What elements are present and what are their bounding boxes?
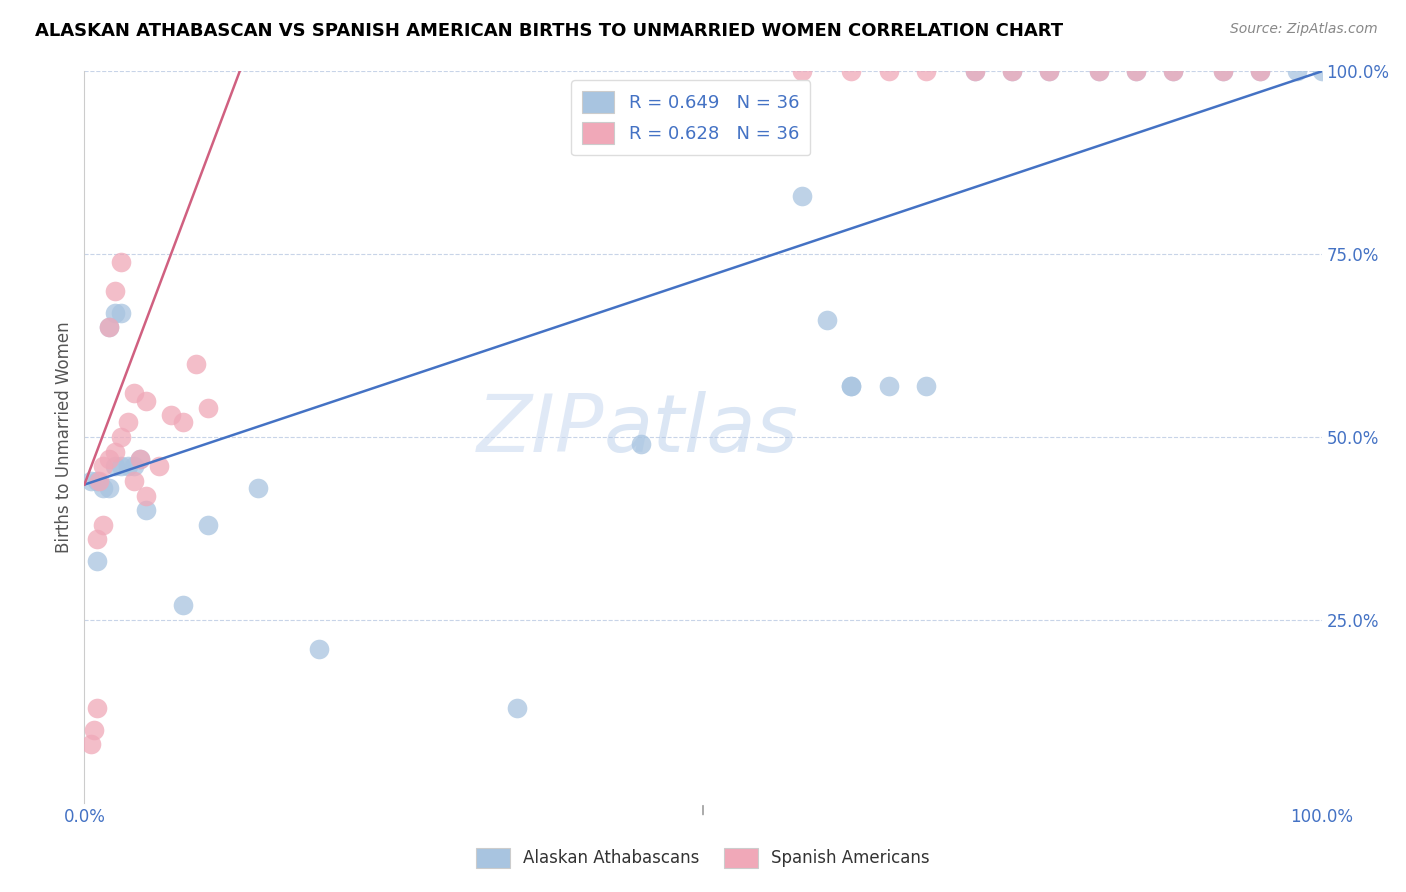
Point	[965, 64, 987, 78]
Point	[1285, 64, 1308, 78]
Point	[246, 481, 269, 495]
Point	[1212, 64, 1234, 78]
Point	[110, 254, 132, 268]
Point	[790, 188, 813, 202]
Point	[1249, 64, 1271, 78]
Text: atlas: atlas	[605, 391, 799, 469]
Point	[110, 430, 132, 444]
Point	[98, 452, 121, 467]
Point	[1212, 64, 1234, 78]
Point	[91, 517, 114, 532]
Point	[160, 408, 183, 422]
Text: ZIP: ZIP	[477, 391, 605, 469]
Y-axis label: Births to Unmarried Women: Births to Unmarried Women	[55, 321, 73, 553]
Legend: R = 0.649   N = 36, R = 0.628   N = 36: R = 0.649 N = 36, R = 0.628 N = 36	[571, 80, 810, 155]
Point	[86, 533, 108, 547]
Point	[914, 379, 936, 393]
Point	[1038, 64, 1060, 78]
Text: Source: ZipAtlas.com: Source: ZipAtlas.com	[1230, 22, 1378, 37]
Text: ALASKAN ATHABASCAN VS SPANISH AMERICAN BIRTHS TO UNMARRIED WOMEN CORRELATION CHA: ALASKAN ATHABASCAN VS SPANISH AMERICAN B…	[35, 22, 1063, 40]
Point	[506, 700, 529, 714]
Point	[1161, 64, 1184, 78]
Point	[79, 737, 101, 751]
Point	[129, 452, 152, 467]
Point	[1038, 64, 1060, 78]
Point	[91, 481, 114, 495]
Point	[1001, 64, 1024, 78]
Point	[110, 306, 132, 320]
Point	[135, 489, 157, 503]
Point	[184, 357, 207, 371]
Point	[148, 459, 170, 474]
Point	[630, 437, 652, 451]
Point	[135, 503, 157, 517]
Point	[1125, 64, 1147, 78]
Point	[104, 459, 127, 474]
Point	[110, 459, 132, 474]
Point	[129, 452, 152, 467]
Point	[877, 64, 900, 78]
Point	[86, 554, 108, 568]
Point	[117, 416, 139, 430]
Point	[965, 64, 987, 78]
Point	[86, 474, 108, 488]
Point	[1125, 64, 1147, 78]
Point	[122, 474, 145, 488]
Point	[104, 284, 127, 298]
Point	[1088, 64, 1111, 78]
Legend: Alaskan Athabascans, Spanish Americans: Alaskan Athabascans, Spanish Americans	[470, 841, 936, 875]
Point	[914, 64, 936, 78]
Point	[172, 599, 194, 613]
Point	[104, 306, 127, 320]
Point	[135, 393, 157, 408]
Point	[1001, 64, 1024, 78]
Point	[1161, 64, 1184, 78]
Point	[1088, 64, 1111, 78]
Point	[89, 474, 111, 488]
Point	[98, 320, 121, 334]
Point	[98, 481, 121, 495]
Point	[117, 459, 139, 474]
Point	[172, 416, 194, 430]
Point	[841, 379, 863, 393]
Point	[790, 64, 813, 78]
Point	[1249, 64, 1271, 78]
Point	[104, 444, 127, 458]
Point	[308, 642, 330, 657]
Point	[841, 64, 863, 78]
Point	[98, 320, 121, 334]
Point	[86, 700, 108, 714]
Point	[841, 379, 863, 393]
Point	[877, 379, 900, 393]
Point	[197, 401, 219, 415]
Point	[83, 723, 105, 737]
Point	[79, 474, 101, 488]
Point	[91, 459, 114, 474]
Point	[815, 313, 838, 327]
Point	[122, 459, 145, 474]
Point	[1310, 64, 1333, 78]
Point	[197, 517, 219, 532]
Point	[122, 386, 145, 401]
